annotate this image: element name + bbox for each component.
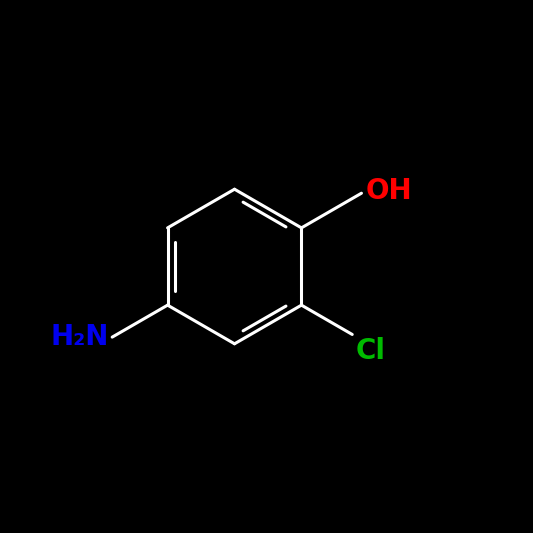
Text: H₂N: H₂N (51, 323, 109, 351)
Text: OH: OH (366, 176, 413, 205)
Text: Cl: Cl (356, 337, 385, 365)
